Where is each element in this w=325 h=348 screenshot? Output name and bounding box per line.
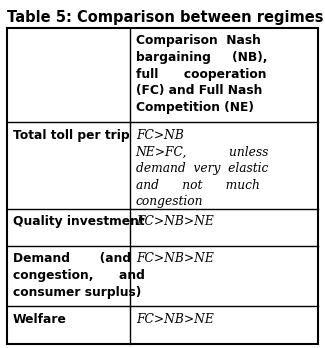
Text: Comparison  Nash: Comparison Nash	[136, 34, 261, 47]
Text: Welfare: Welfare	[13, 313, 67, 326]
Text: Quality investment: Quality investment	[13, 215, 145, 228]
Text: bargaining     (NB),: bargaining (NB),	[136, 51, 267, 64]
Text: demand  very  elastic: demand very elastic	[136, 162, 268, 175]
Text: FC>NB>NE: FC>NB>NE	[136, 313, 214, 326]
Text: full      cooperation: full cooperation	[136, 68, 266, 80]
Text: Demand       (and: Demand (and	[13, 252, 131, 266]
Text: NE>FC,           unless: NE>FC, unless	[136, 145, 269, 158]
Text: (FC) and Full Nash: (FC) and Full Nash	[136, 84, 262, 97]
Text: and      not      much: and not much	[136, 179, 260, 192]
Text: Table 5: Comparison between regimes: Table 5: Comparison between regimes	[7, 10, 324, 25]
Text: FC>NB>NE: FC>NB>NE	[136, 252, 214, 266]
Text: Total toll per trip: Total toll per trip	[13, 128, 130, 142]
Text: consumer surplus): consumer surplus)	[13, 286, 141, 299]
Text: congestion: congestion	[136, 195, 203, 208]
Text: FC>NB>NE: FC>NB>NE	[136, 215, 214, 228]
Text: FC>NB: FC>NB	[136, 128, 184, 142]
Text: Competition (NE): Competition (NE)	[136, 101, 254, 114]
Text: congestion,      and: congestion, and	[13, 269, 145, 282]
